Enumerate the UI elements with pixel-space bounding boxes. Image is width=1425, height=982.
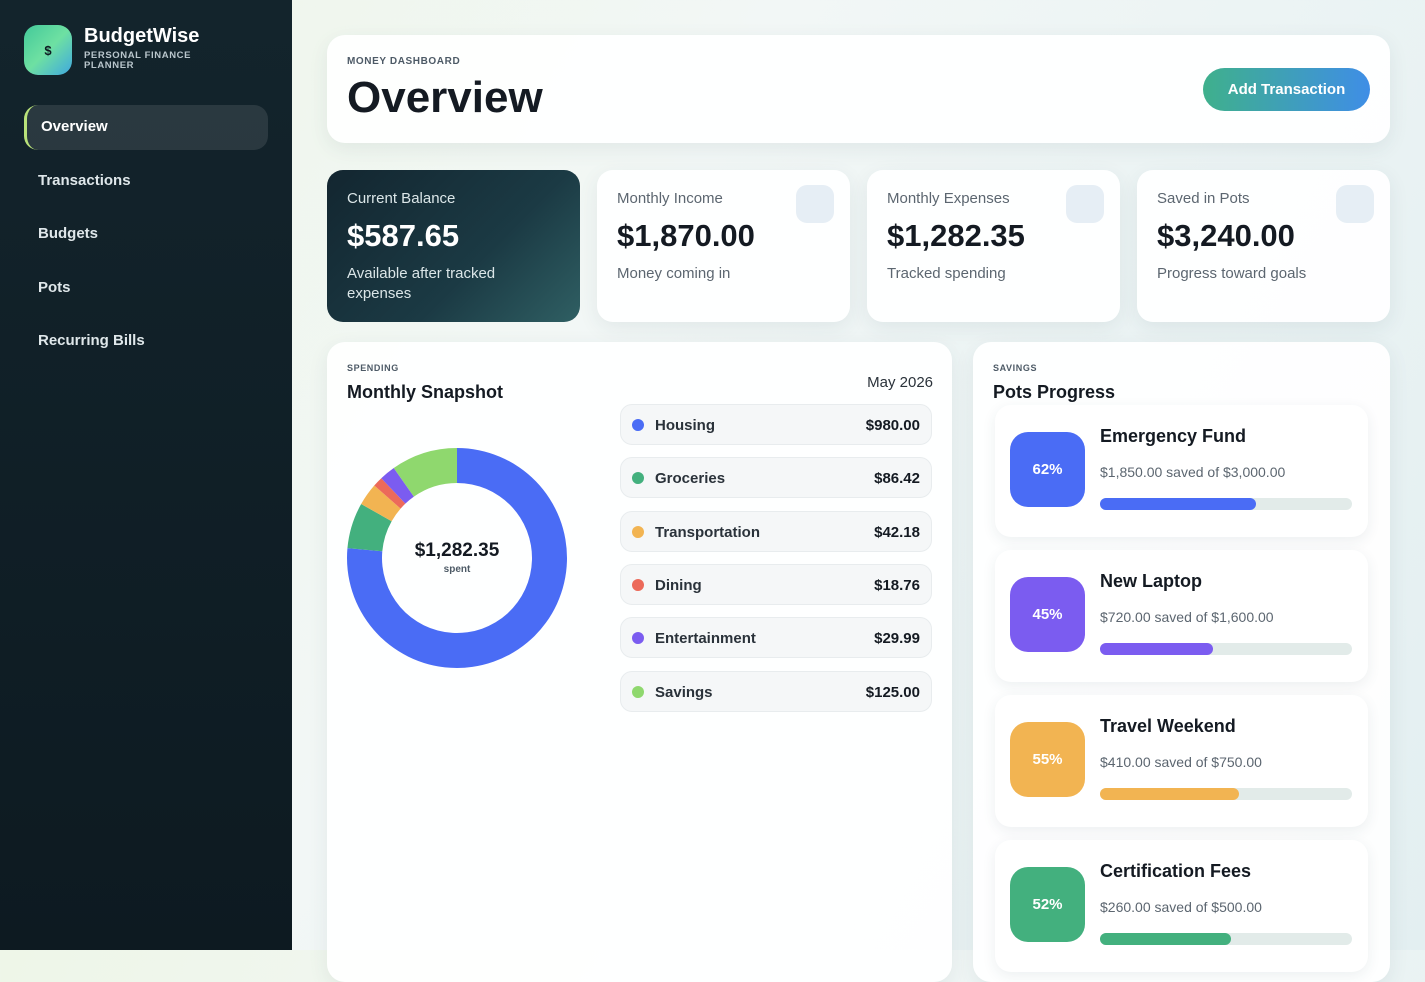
category-dot — [632, 472, 644, 485]
category-row: Entertainment $29.99 — [620, 617, 932, 659]
category-dot — [632, 525, 644, 538]
pot-track — [1100, 933, 1352, 945]
category-row: Savings $125.00 — [620, 670, 932, 712]
pot-name: Travel Weekend — [1100, 716, 1236, 736]
category-name: Groceries — [655, 470, 726, 488]
category-row: Groceries $86.42 — [620, 457, 932, 499]
stat-card: Current Balance $587.65 Available after tr… — [327, 170, 580, 322]
spending-eyebrow: SPENDING — [347, 363, 399, 373]
stat-value: $3,240.00 — [1157, 218, 1295, 253]
pots-card: SAVINGS Pots Progress 62% Emergency Fund $… — [973, 342, 1390, 982]
category-dot — [632, 419, 644, 431]
donut-segment — [374, 478, 406, 509]
category-dot — [632, 685, 644, 698]
pot-badge: 55% — [1010, 722, 1085, 797]
stat-label: Saved in Pots — [1157, 190, 1250, 207]
pot-detail: $720.00 saved of $1,600.00 — [1100, 609, 1274, 625]
logo: $ — [24, 25, 72, 75]
pot-track — [1100, 788, 1352, 800]
stat-value: $587.65 — [347, 218, 460, 253]
stat-value: $1,870.00 — [617, 218, 755, 253]
category-row: Dining $18.76 — [620, 563, 932, 605]
category-dot — [632, 578, 644, 591]
stat-note: Progress toward goals — [1157, 265, 1307, 282]
pot-progress — [1100, 643, 1214, 655]
nav-item[interactable]: Transactions — [38, 171, 131, 189]
category-amount: $29.99 — [874, 630, 920, 648]
category-dot — [632, 632, 644, 645]
stat-card: Monthly Income $1,870.00 Money coming in — [597, 170, 850, 322]
donut-segment — [361, 485, 401, 522]
pot-badge: 45% — [1010, 577, 1085, 652]
pot-progress — [1100, 933, 1232, 945]
category-amount: $18.76 — [874, 576, 920, 594]
page-title: Overview — [347, 73, 543, 122]
donut-segment — [347, 504, 392, 552]
stat-card: Monthly Expenses $1,282.35 Tracked spendin… — [867, 170, 1120, 322]
pot-card: 62% Emergency Fund $1,850.00 saved of $3,0… — [995, 405, 1368, 537]
pot-detail: $1,850.00 saved of $3,000.00 — [1100, 464, 1286, 480]
spending-title: Monthly Snapshot — [347, 382, 503, 402]
pot-card: 45% New Laptop $720.00 saved of $1,600.00 — [995, 550, 1368, 682]
nav-item[interactable]: Overview — [24, 105, 268, 150]
nav-item[interactable]: Pots — [38, 278, 71, 296]
category-amount: $86.42 — [874, 470, 920, 488]
donut-total-note: spent — [443, 564, 471, 575]
sidebar: $ BudgetWise PERSONAL FINANCE PLANNER Ov… — [0, 0, 292, 950]
donut-total: $1,282.35 — [414, 540, 500, 561]
category-name: Savings — [655, 683, 713, 701]
nav-item[interactable]: Budgets — [38, 225, 98, 242]
nav-item[interactable]: Recurring Bills — [38, 332, 145, 349]
category-row: Housing $980.00 — [620, 404, 932, 445]
add-transaction-button[interactable]: Add Transaction — [1203, 68, 1370, 111]
pot-detail: $410.00 saved of $750.00 — [1100, 754, 1262, 770]
pot-progress — [1100, 498, 1257, 510]
donut-chart — [347, 448, 567, 668]
stat-label: Monthly Expenses — [887, 190, 1010, 207]
stat-icon — [1066, 185, 1104, 223]
category-name: Dining — [655, 576, 702, 594]
brand-name: BudgetWise — [84, 25, 200, 47]
category-amount: $125.00 — [865, 683, 920, 701]
stat-note: Tracked spending — [887, 265, 1006, 282]
pot-progress — [1100, 788, 1239, 800]
header-eyebrow: MONEY DASHBOARD — [347, 56, 461, 67]
category-name: Housing — [655, 417, 715, 434]
pot-name: Emergency Fund — [1100, 426, 1247, 446]
pot-track — [1100, 643, 1352, 655]
spending-period: May 2026 — [867, 374, 933, 391]
pot-badge: 52% — [1010, 867, 1085, 942]
stat-value: $1,282.35 — [887, 218, 1025, 253]
pot-detail: $260.00 saved of $500.00 — [1100, 899, 1262, 915]
brand-tagline: PERSONAL FINANCE PLANNER — [84, 50, 192, 71]
category-amount: $980.00 — [865, 417, 920, 434]
pots-eyebrow: SAVINGS — [993, 363, 1038, 373]
stat-label: Monthly Income — [617, 190, 723, 207]
stat-icon — [796, 185, 834, 223]
category-name: Entertainment — [655, 630, 756, 648]
page: $ BudgetWise PERSONAL FINANCE PLANNER Ov… — [0, 0, 1425, 950]
pots-title: Pots Progress — [993, 382, 1116, 402]
header-card: MONEY DASHBOARD Overview Add Transaction — [327, 35, 1390, 143]
donut-segment — [393, 448, 457, 497]
category-name: Transportation — [655, 523, 761, 541]
stat-card: Saved in Pots $3,240.00 Progress toward go… — [1137, 170, 1390, 322]
category-row: Transportation $42.18 — [620, 510, 932, 552]
stat-note: Available after tracked expenses — [347, 265, 496, 302]
donut-segment — [381, 467, 414, 504]
pot-card: 52% Certification Fees $260.00 saved of $5… — [995, 840, 1368, 972]
stat-note: Money coming in — [617, 265, 731, 282]
category-amount: $42.18 — [874, 523, 920, 541]
stat-icon — [1336, 185, 1374, 223]
pot-track — [1100, 498, 1352, 510]
spending-card: SPENDING Monthly Snapshot May 2026 $1,28… — [327, 342, 952, 982]
stat-label: Current Balance — [347, 190, 456, 207]
pot-name: New Laptop — [1100, 571, 1202, 591]
pot-name: Certification Fees — [1100, 861, 1252, 881]
pot-badge: 62% — [1010, 432, 1085, 507]
pot-card: 55% Travel Weekend $410.00 saved of $750.0… — [995, 695, 1368, 827]
donut-segment — [347, 448, 567, 668]
